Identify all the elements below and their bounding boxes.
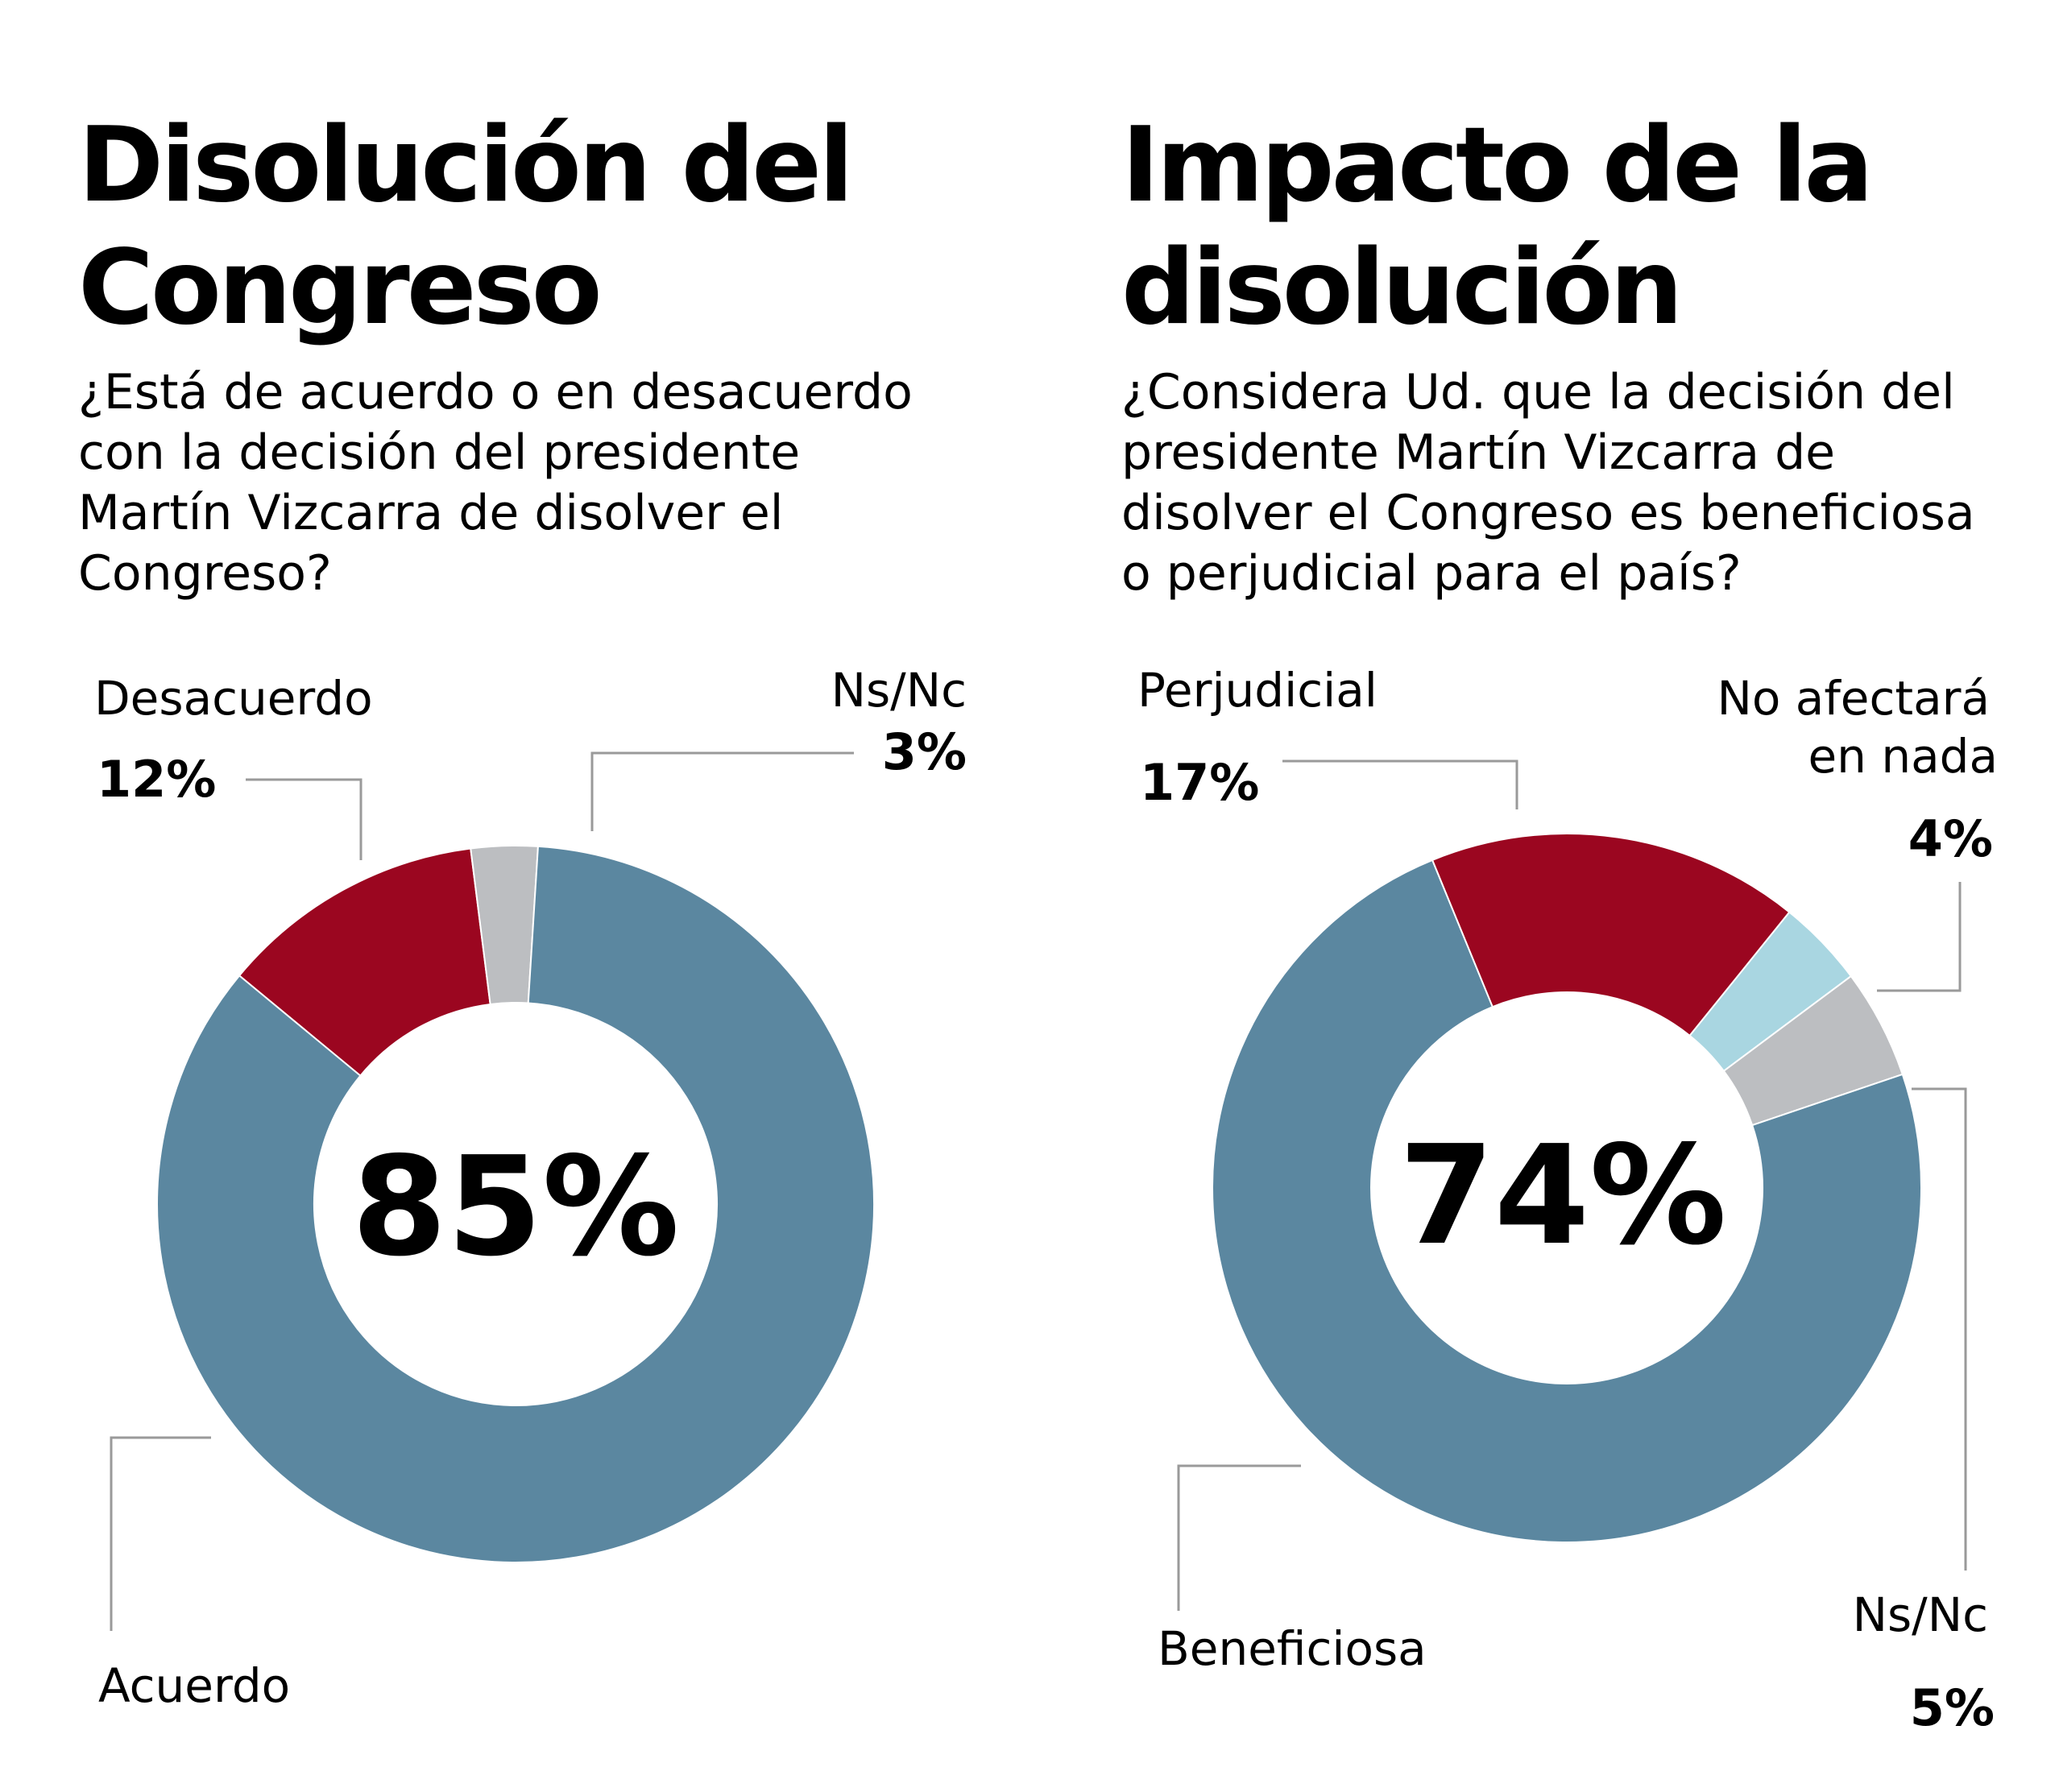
chart2-title-line2: disolución (1121, 228, 1683, 348)
slice-acuerdo (156, 845, 875, 1563)
leader-line-beneficiosa (1177, 1464, 1301, 1611)
leader-line-nsnc-2 (1912, 1087, 1967, 1571)
chart2-question: ¿Considera Ud. que la decisión del presi… (1121, 362, 1975, 604)
label-desacuerdo: Desacuerdo (94, 671, 373, 726)
label-no-afectara-line1: No afectará (1717, 671, 1990, 726)
slice-desacuerdo (238, 847, 491, 1078)
chart2-title-line1: Impacto de la (1121, 106, 1874, 226)
leader-lines (110, 751, 1967, 1631)
chart1-question-line4: Congreso? (78, 545, 332, 602)
pct-nsnc-2: 5% (1909, 1678, 1995, 1737)
pct-perjudicial: 17% (1140, 753, 1260, 812)
leader-line-acuerdo (110, 1436, 211, 1631)
chart2-title: Impacto de la disolución (1121, 105, 1874, 350)
label-perjudicial: Perjudicial (1137, 663, 1378, 718)
chart1-question: ¿Está de acuerdo o en desacuerdo con la … (78, 362, 913, 604)
leader-line-perjudicial (1282, 759, 1518, 809)
label-acuerdo: Acuerdo (98, 1658, 291, 1713)
label-no-afectara-line2: en nada (1808, 729, 1998, 784)
pct-desacuerdo: 12% (97, 750, 217, 809)
pct-nsnc-1: 3% (881, 722, 967, 781)
leader-line-desacuerdo (246, 778, 362, 860)
pct-no-afectara: 4% (1908, 809, 1993, 868)
leader-line-nsnc-1 (590, 751, 854, 831)
chart2-question-line2: presidente Martín Vizcarra de (1121, 424, 1836, 481)
leader-line-no-afectara (1877, 882, 1962, 992)
chart1-question-line2: con la decisión del presidente (78, 424, 801, 481)
chart1-question-line1: ¿Está de acuerdo o en desacuerdo (78, 364, 913, 420)
label-nsnc-1: Ns/Nc (831, 663, 967, 718)
chart1-title: Disolución del Congreso (78, 105, 854, 350)
slice-perjudicial (1431, 833, 1791, 1037)
chart1-title-line2: Congreso (78, 228, 603, 348)
label-nsnc-2: Ns/Nc (1852, 1587, 1988, 1642)
chart2-question-line4: o perjudicial para el país? (1121, 545, 1742, 602)
chart1-center-value: 85% (352, 1128, 680, 1287)
chart2-center-value: 74% (1399, 1116, 1727, 1276)
donut-chart-2 (1211, 833, 1922, 1543)
chart2-question-line3: disolver el Congreso es beneficiosa (1121, 485, 1975, 541)
chart2-question-line1: ¿Considera Ud. que la decisión del (1121, 364, 1955, 420)
chart1-title-line1: Disolución del (78, 106, 854, 226)
donut-chart-1 (156, 845, 875, 1563)
label-beneficiosa: Beneficiosa (1158, 1621, 1427, 1676)
chart1-question-line3: Martín Vizcarra de disolver el (78, 485, 784, 541)
slice-beneficiosa (1211, 859, 1922, 1543)
